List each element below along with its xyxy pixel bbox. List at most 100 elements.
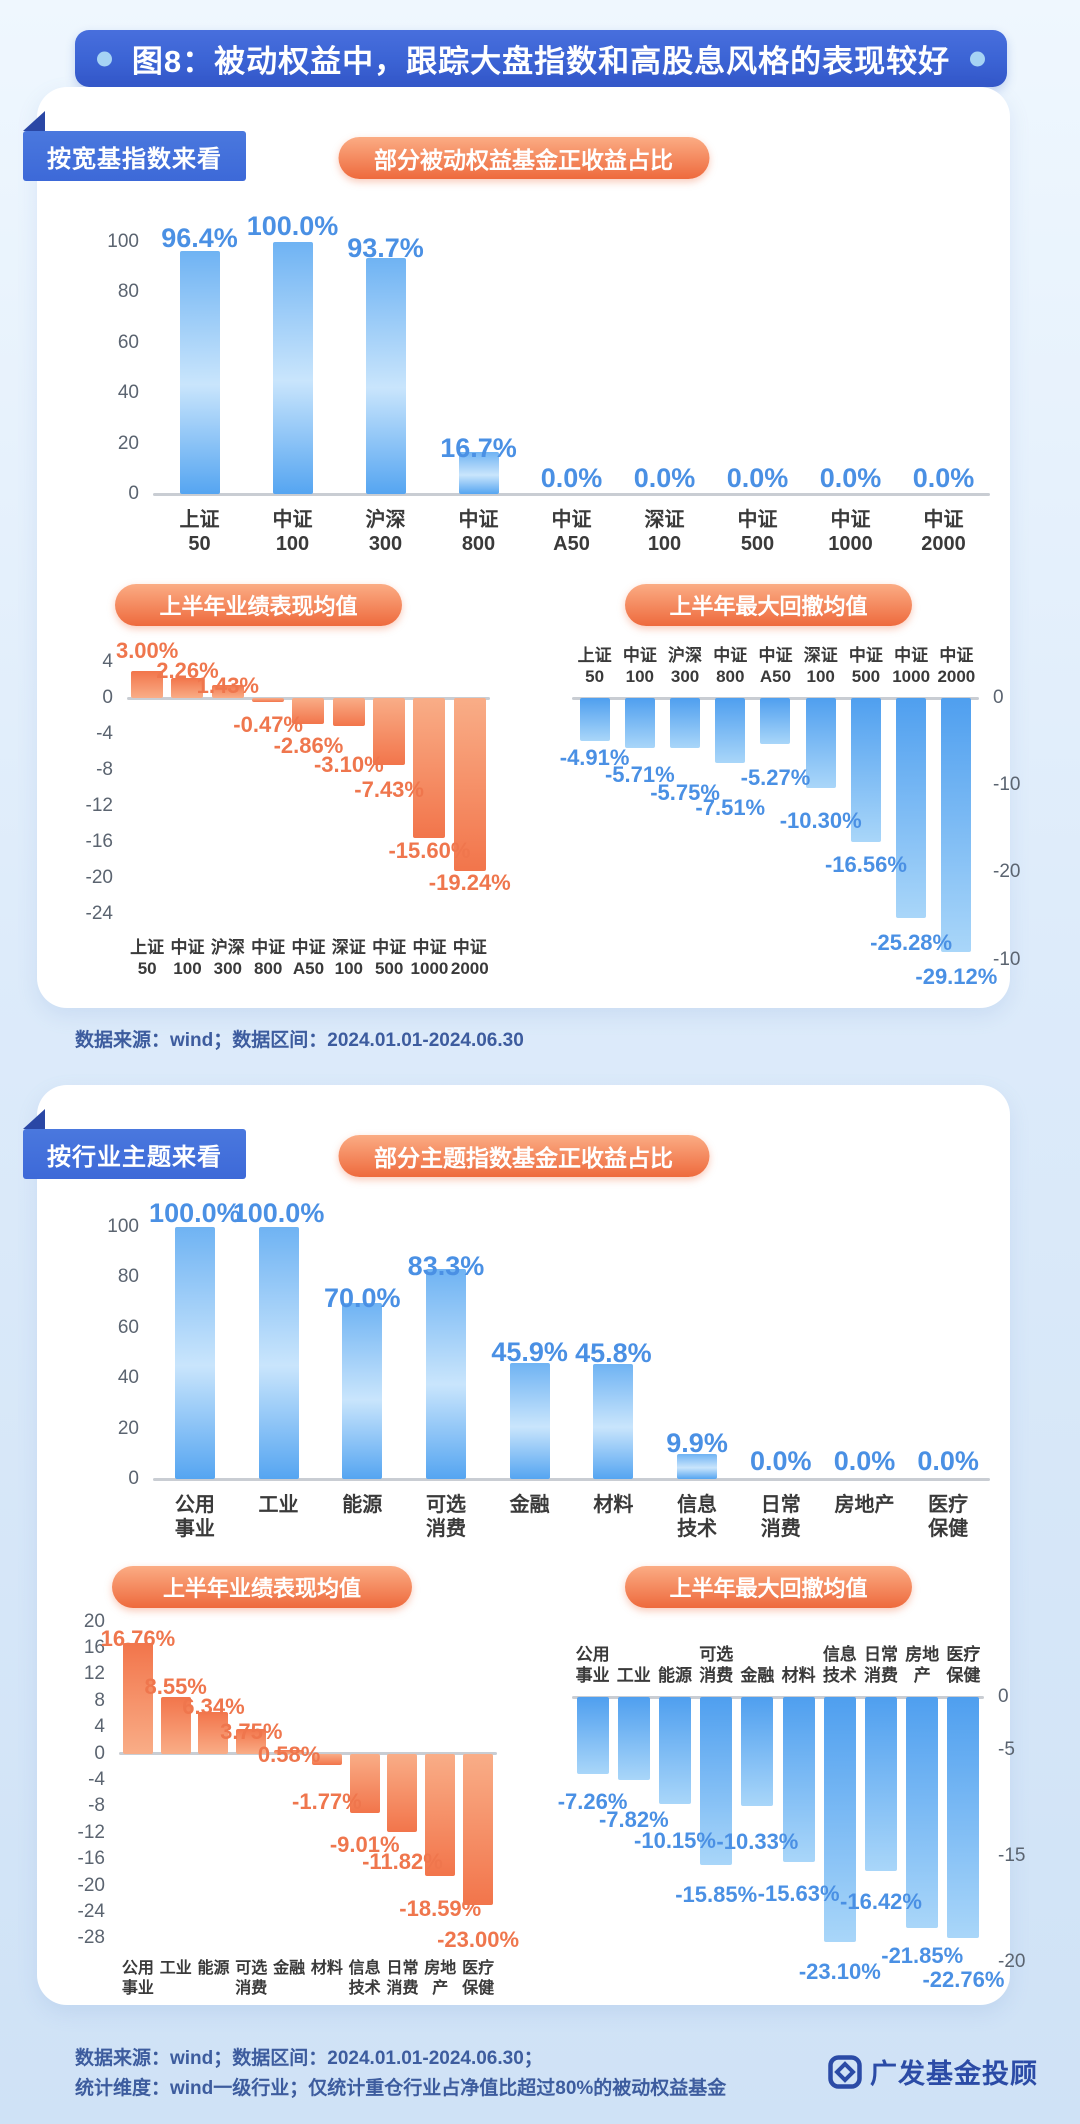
axis-tick-label: 0 [993, 687, 1004, 708]
value-label: 0.0% [833, 1446, 896, 1476]
value-label: -10.15% [634, 1828, 716, 1854]
axis-tick-label: -4 [96, 723, 113, 744]
value-label: 9.9% [666, 1428, 728, 1459]
bar [198, 1711, 229, 1754]
bar [760, 698, 791, 744]
bar [174, 1227, 215, 1479]
axis-tick-label: -24 [85, 903, 113, 924]
bar [236, 1728, 267, 1754]
value-label: -3.10% [313, 751, 384, 777]
bar-column: -18.59% [399, 1615, 481, 1945]
category-label: 工业 [159, 1960, 192, 1977]
data-source-note-2: 数据来源：wind；数据区间：2024.01.01-2024.06.30； 统计… [75, 2044, 726, 2104]
axis-tick-label: 80 [117, 281, 139, 303]
category-label: 中证 800 [458, 509, 499, 555]
value-label: 3.75% [220, 1718, 283, 1744]
axis-tick-label: 40 [117, 382, 139, 404]
bar [509, 1363, 550, 1479]
axis-tick-label: -24 [77, 1901, 105, 1922]
bar-column: -10.33% [716, 1697, 798, 1967]
value-label: -9.01% [329, 1832, 400, 1858]
bar-column: -1.77% [292, 1615, 362, 1945]
bar-column: 8.55% [144, 1615, 207, 1945]
category-label: 上证 50 [179, 509, 220, 555]
decor-dot-left-icon [97, 51, 112, 66]
bar-column: -23.10% [799, 1697, 881, 1983]
axis-tick-label: -20 [85, 867, 113, 888]
bar-column: 0.0% [525, 242, 618, 494]
chart-title-pill-industry-performance: 上半年业绩表现均值 [112, 1566, 412, 1608]
category-label: 中证 100 [272, 509, 313, 555]
bar-column: -16.56% [825, 698, 907, 964]
bar-column: -11.82% [362, 1615, 443, 1945]
industry-theme-card: 按行业主题来看 部分主题指数基金正收益占比 100 80 60 40 20 0 100.0%… [23, 1085, 1025, 2005]
category-label: 医疗 保健 [946, 1645, 981, 1685]
bar [670, 698, 701, 749]
category-label: 材料 [310, 1960, 343, 1977]
category-label: 中证 500 [737, 509, 778, 555]
bar-column: 45.8% [572, 1227, 656, 1479]
bar [823, 1697, 856, 1942]
value-label: -11.82% [362, 1848, 443, 1874]
bar-column: -7.51% [695, 698, 765, 964]
bar-column: -5.71% [605, 698, 675, 964]
value-label: -10.33% [716, 1829, 799, 1855]
brand-logo: 广发基金投顾 [828, 2052, 1038, 2091]
axis-tick-label: 20 [117, 432, 139, 454]
bar [677, 1454, 718, 1479]
category-label: 中证 A50 [758, 646, 793, 686]
bar [373, 698, 406, 765]
bar-column: 0.0% [804, 242, 897, 494]
bar-column: 16.76% [101, 1615, 175, 1945]
bar-column: -10.15% [634, 1697, 716, 1967]
category-label: 材料 [781, 1666, 816, 1685]
category-label: 沪深 300 [365, 509, 406, 555]
axis-tick-label: 20 [83, 1610, 105, 1632]
value-label: -15.60% [388, 838, 471, 864]
industry-drawdown-chart: 公用 事业 工业 能源 可选 消费 金融 材料 信息 技术 日常 消费 房地产 医疗 保健 -7.26% -7.… [558, 1630, 1032, 1992]
bar-column: -7.82% [599, 1697, 669, 1967]
bar [741, 1697, 774, 1807]
plot-area: 100.0% 100.0% 70.0% 83.3% 45.9% 45.8% 9.9% 0.0%… [149, 1198, 990, 1481]
category-label: 公用 事业 [174, 1494, 215, 1540]
value-label: 0.0% [726, 463, 789, 493]
bar-column: -4.91% [560, 698, 629, 964]
category-label: 中证 1000 [410, 938, 449, 978]
axis-tick-label: 0 [128, 1468, 139, 1489]
bar [252, 698, 285, 703]
bar [593, 1363, 634, 1479]
value-label: -2.86% [273, 732, 344, 758]
bar-column: 2.26% [156, 653, 219, 923]
bar-column: -23.00% [437, 1615, 519, 1952]
category-label: 材料 [593, 1494, 634, 1516]
plot-area: 16.76% 8.55% 6.34% 3.75% 0.58% -1.77% -9.01% -1… [101, 1615, 519, 1952]
axis-tick-label: -28 [77, 1927, 105, 1949]
bar [425, 1753, 456, 1877]
category-label: 日常 消费 [760, 1494, 801, 1540]
axis-tick-label: -10 [993, 948, 1021, 970]
value-label: 16.76% [100, 1625, 176, 1651]
axis-tick-label: -12 [77, 1821, 105, 1843]
value-label: -25.28% [870, 930, 953, 956]
category-label: 沪深 300 [668, 646, 703, 686]
axis-line [119, 1752, 497, 1756]
category-label: 信息 技术 [348, 1960, 381, 1997]
broad-drawdown-chart: 上证 50 中证 100 沪深 300 中证 800 中证 A50 深证 100 中证 500 中证 1000… [560, 633, 1027, 989]
axis-tick-label: 0 [998, 1686, 1009, 1707]
y-axis: 100 80 60 40 20 0 [95, 1216, 153, 1561]
bar-column: -29.12% [915, 698, 997, 989]
value-label: -5.71% [604, 761, 675, 787]
bar-column: -5.27% [741, 698, 810, 964]
category-label: 金融 [509, 1494, 550, 1516]
bar [782, 1697, 815, 1863]
chart-title-pill-industry-drawdown: 上半年最大回撤均值 [625, 1566, 912, 1608]
bar-column: -9.01% [330, 1615, 400, 1945]
value-label: -16.56% [824, 852, 907, 878]
bar [311, 1753, 342, 1766]
bar [941, 698, 972, 952]
bar-column: 0.0% [906, 1227, 990, 1479]
axis-tick-label: -15 [998, 1844, 1026, 1866]
bar [272, 242, 313, 494]
value-label: 45.8% [575, 1337, 652, 1368]
